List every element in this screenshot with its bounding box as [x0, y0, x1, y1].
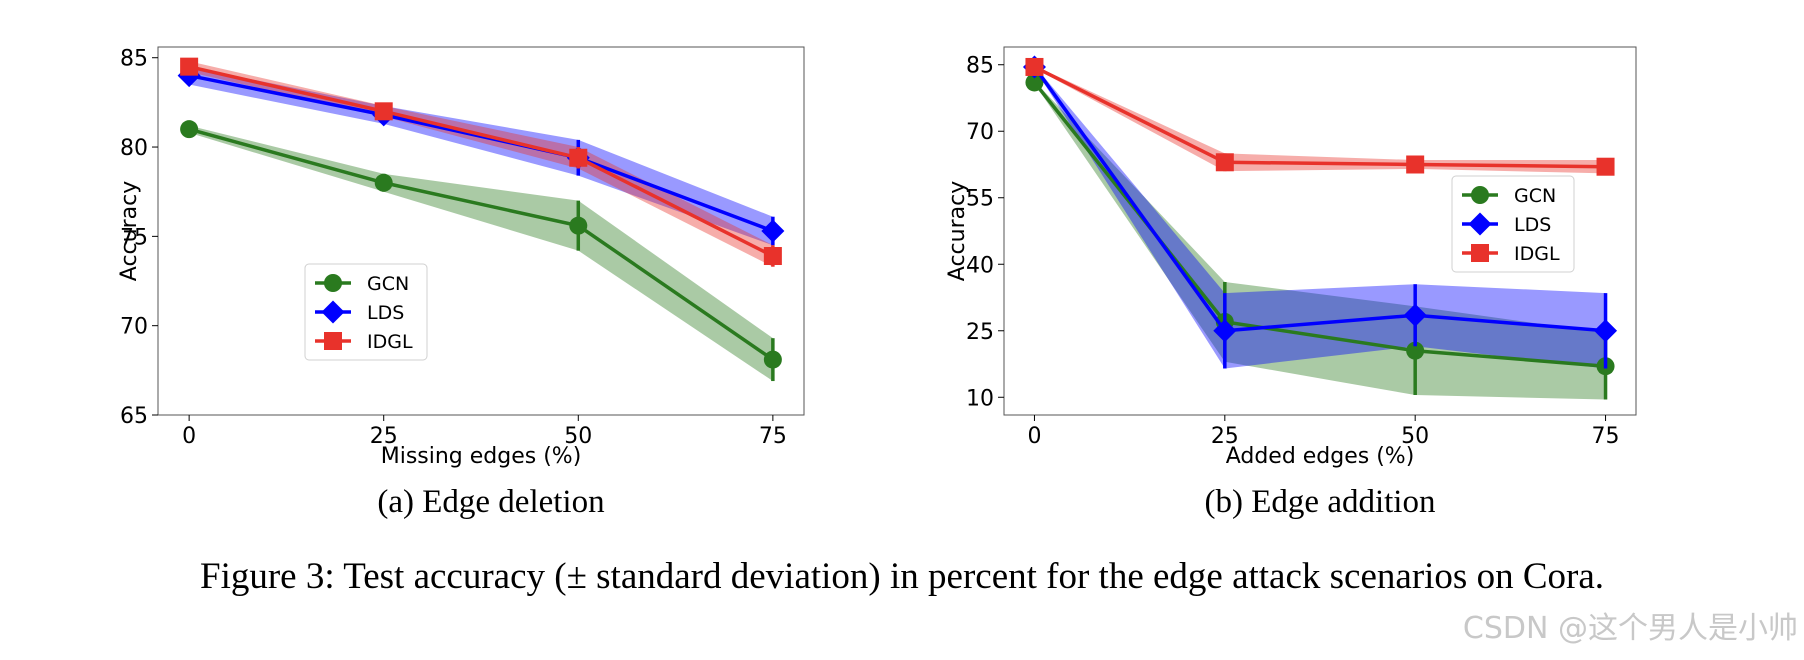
figure-caption: Figure 3: Test accuracy (± standard devi… — [200, 556, 1604, 597]
point-lds — [1403, 303, 1427, 327]
watermark: CSDN @这个男人是小帅 — [1463, 611, 1798, 646]
y-axis-label-b: Accuracy — [945, 181, 970, 281]
point-idgl — [569, 148, 588, 167]
x-tick-label: 25 — [370, 424, 398, 449]
y-tick-label: 85 — [120, 47, 148, 72]
legend-label-lds: LDS — [1514, 214, 1551, 236]
point-gcn — [569, 216, 588, 235]
y-tick-label: 70 — [120, 315, 148, 340]
series-line-lds — [1033, 65, 1606, 333]
point-gcn — [180, 120, 199, 139]
legend-marker-gcn — [1471, 186, 1489, 204]
point-idgl — [1596, 157, 1615, 176]
legend-marker-lds — [1468, 212, 1492, 236]
legend-label-idgl: IDGL — [367, 331, 413, 353]
point-lds — [761, 219, 785, 243]
legend-label-lds: LDS — [367, 302, 404, 324]
legend-label-idgl: IDGL — [1514, 243, 1560, 265]
point-gcn — [763, 350, 782, 369]
y-tick-label: 85 — [966, 54, 994, 79]
x-tick-label: 0 — [1027, 424, 1041, 449]
y-tick-label: 10 — [966, 386, 994, 411]
x-tick-label: 50 — [1401, 424, 1429, 449]
point-idgl — [1025, 57, 1044, 76]
y-tick-label: 80 — [120, 136, 148, 161]
legend-marker-idgl — [324, 332, 342, 350]
series-line-gcn — [1033, 81, 1606, 368]
x-tick-label: 75 — [759, 424, 787, 449]
x-tick-label: 50 — [564, 424, 592, 449]
legend-b: GCN LDS IDGL — [1451, 175, 1575, 273]
series-line-idgl — [188, 64, 774, 258]
panel-edge-addition: 10 25 40 55 70 85 0 25 50 75 Added edges (%) Acc… — [945, 46, 1637, 520]
y-axis-label-a: Accuracy — [117, 181, 142, 281]
series-line-gcn — [188, 127, 774, 362]
legend-marker-lds — [321, 300, 345, 324]
point-idgl — [374, 102, 393, 121]
std-band-idgl — [1034, 65, 1606, 174]
x-tick-label: 75 — [1592, 424, 1620, 449]
x-tick-label: 0 — [182, 424, 196, 449]
x-axis-label-b: Added edges (%) — [1226, 444, 1415, 469]
y-tick-label: 55 — [966, 187, 994, 212]
point-idgl — [1215, 153, 1234, 172]
y-tick-label: 75 — [120, 225, 148, 250]
subcaption-a: (a) Edge deletion — [377, 484, 604, 520]
point-idgl — [180, 57, 199, 76]
point-idgl — [763, 247, 782, 266]
legend-marker-gcn — [324, 274, 342, 292]
x-axis-label-a: Missing edges (%) — [381, 444, 582, 469]
point-gcn — [1406, 341, 1425, 360]
y-tick-label: 25 — [966, 320, 994, 345]
std-band-lds — [1034, 65, 1606, 369]
point-gcn — [1025, 73, 1044, 92]
panel-edge-deletion: 65 70 75 80 85 0 25 50 75 Missing edges (%) Acc… — [117, 46, 805, 520]
x-tick-label: 25 — [1211, 424, 1239, 449]
subcaption-b: (b) Edge addition — [1205, 484, 1436, 520]
y-tick-label: 65 — [120, 404, 148, 429]
y-tick-label: 70 — [966, 120, 994, 145]
plot-frame-a — [157, 46, 805, 416]
point-idgl — [1406, 155, 1425, 174]
legend-label-gcn: GCN — [367, 273, 409, 295]
legend-a: GCN LDS IDGL — [304, 263, 428, 361]
legend-marker-idgl — [1471, 244, 1489, 262]
point-gcn — [374, 173, 393, 192]
std-band-lds — [189, 66, 773, 246]
legend-label-gcn: GCN — [1514, 185, 1556, 207]
series-line-idgl — [1033, 65, 1606, 169]
y-tick-label: 40 — [966, 253, 994, 278]
point-lds — [1213, 319, 1237, 343]
point-lds — [1594, 319, 1618, 343]
